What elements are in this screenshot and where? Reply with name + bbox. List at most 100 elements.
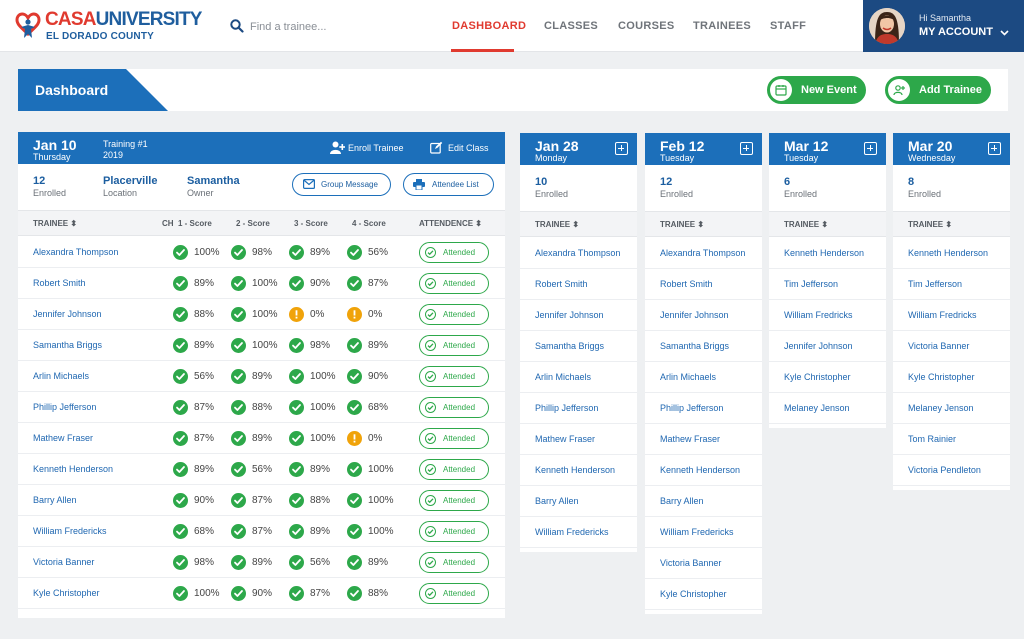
- trainee-name-link[interactable]: Samantha Briggs: [33, 340, 103, 350]
- enrolled-label: Enrolled: [784, 189, 818, 199]
- sort-trainee-header[interactable]: TRAINEE ⬍: [660, 220, 705, 229]
- trainee-name-link[interactable]: William Fredricks: [908, 310, 977, 320]
- trainee-name-link[interactable]: Victoria Banner: [908, 341, 970, 351]
- nav-trainees[interactable]: TRAINEES: [693, 20, 752, 32]
- new-event-button[interactable]: New Event: [767, 76, 866, 104]
- trainee-name-link[interactable]: Melaney Jenson: [908, 403, 974, 413]
- trainee-name-link[interactable]: Kenneth Henderson: [908, 248, 989, 258]
- group-message-label: Group Message: [321, 180, 378, 189]
- trainee-name-link[interactable]: Kenneth Henderson: [535, 465, 616, 475]
- attended-badge[interactable]: Attended: [419, 304, 489, 325]
- check-badge: [289, 431, 304, 446]
- attended-badge[interactable]: Attended: [419, 397, 489, 418]
- trainee-name-link[interactable]: Victoria Banner: [33, 557, 95, 567]
- trainee-name-link[interactable]: Victoria Banner: [660, 558, 722, 568]
- trainee-name-link[interactable]: William Fredricks: [784, 310, 853, 320]
- trainee-name-link[interactable]: Kyle Christopher: [33, 588, 100, 598]
- trainee-name-link[interactable]: Arlin Michaels: [33, 371, 90, 381]
- trainee-name-link[interactable]: Arlin Michaels: [660, 372, 717, 382]
- score-value: 89%: [194, 278, 215, 289]
- attended-badge[interactable]: Attended: [419, 242, 489, 263]
- class-card-header: Feb 12 Tuesday: [645, 133, 762, 165]
- trainee-name-link[interactable]: Victoria Pendleton: [908, 465, 981, 475]
- sort-attendance-header[interactable]: ATTENDENCE ⬍: [419, 219, 483, 228]
- trainee-name-link[interactable]: Melaney Jenson: [784, 403, 850, 413]
- trainee-name-link[interactable]: William Fredericks: [660, 527, 734, 537]
- trainee-name-link[interactable]: Samantha Briggs: [660, 341, 730, 351]
- trainee-name-link[interactable]: Arlin Michaels: [535, 372, 592, 382]
- trainee-name-link[interactable]: Kenneth Henderson: [784, 248, 865, 258]
- warning-icon: [353, 310, 356, 319]
- nav-staff[interactable]: STAFF: [770, 20, 807, 32]
- trainee-name-link[interactable]: Robert Smith: [660, 279, 713, 289]
- my-account-label[interactable]: MY ACCOUNT: [919, 26, 993, 38]
- trainee-name-link[interactable]: Kyle Christopher: [784, 372, 851, 382]
- add-icon[interactable]: [615, 142, 628, 155]
- trainee-name-link[interactable]: Mathew Fraser: [535, 434, 596, 444]
- class-owner: Samantha: [187, 175, 240, 187]
- attended-badge[interactable]: Attended: [419, 521, 489, 542]
- trainee-name-link[interactable]: Barry Allen: [535, 496, 579, 506]
- attended-badge[interactable]: Attended: [419, 583, 489, 604]
- trainee-name-link[interactable]: Kenneth Henderson: [33, 464, 114, 474]
- trainee-name-link[interactable]: Kyle Christopher: [660, 589, 727, 599]
- trainee-name-link[interactable]: Alexandra Thompson: [660, 248, 746, 258]
- sort-trainee-header[interactable]: TRAINEE ⬍: [784, 220, 829, 229]
- trainee-name-link[interactable]: Jennifer Johnson: [33, 309, 102, 319]
- trainee-name-link[interactable]: Barry Allen: [33, 495, 77, 505]
- trainee-name-link[interactable]: Samantha Briggs: [535, 341, 605, 351]
- add-icon[interactable]: [740, 142, 753, 155]
- score-value: 88%: [368, 588, 389, 599]
- score-value: 98%: [252, 247, 273, 258]
- account-menu[interactable]: Hi Samantha MY ACCOUNT: [863, 0, 1024, 52]
- trainee-name-link[interactable]: Tim Jefferson: [908, 279, 963, 289]
- list-item: Kyle Christopher: [893, 362, 1010, 393]
- add-icon[interactable]: [988, 142, 1001, 155]
- trainee-name-link[interactable]: Mathew Fraser: [660, 434, 721, 444]
- attended-badge[interactable]: Attended: [419, 552, 489, 573]
- check-badge: [231, 462, 246, 477]
- group-message-button[interactable]: Group Message: [292, 173, 391, 196]
- attended-badge[interactable]: Attended: [419, 490, 489, 511]
- trainee-name-link[interactable]: Jennifer Johnson: [784, 341, 853, 351]
- nav-classes[interactable]: CLASSES: [544, 20, 599, 32]
- nav-dashboard[interactable]: DASHBOARD: [452, 20, 527, 32]
- chevron-down-icon[interactable]: [1000, 30, 1009, 36]
- sort-trainee-header[interactable]: TRAINEE ⬍: [908, 220, 953, 229]
- trainee-name-link[interactable]: Alexandra Thompson: [33, 247, 119, 257]
- attended-badge[interactable]: Attended: [419, 459, 489, 480]
- score-value: 100%: [252, 309, 278, 320]
- check-badge: [231, 524, 246, 539]
- trainee-name-link[interactable]: Robert Smith: [535, 279, 588, 289]
- sort-trainee-header[interactable]: TRAINEE ⬍: [535, 220, 580, 229]
- attendance-status: Attended: [443, 558, 476, 567]
- trainee-name-link[interactable]: Tim Jefferson: [784, 279, 839, 289]
- trainee-name-link[interactable]: William Fredericks: [33, 526, 107, 536]
- trainee-name-link[interactable]: Kenneth Henderson: [660, 465, 741, 475]
- trainee-name-link[interactable]: Kyle Christopher: [908, 372, 975, 382]
- search-input[interactable]: [250, 17, 400, 37]
- attendee-list-button[interactable]: Attendee List: [403, 173, 494, 196]
- trainee-name-link[interactable]: Mathew Fraser: [33, 433, 94, 443]
- trainee-name-link[interactable]: Alexandra Thompson: [535, 248, 621, 258]
- trainee-name-link[interactable]: Barry Allen: [660, 496, 704, 506]
- nav-courses[interactable]: COURSES: [618, 20, 675, 32]
- attended-badge[interactable]: Attended: [419, 273, 489, 294]
- attended-badge[interactable]: Attended: [419, 428, 489, 449]
- sort-trainee-header[interactable]: TRAINEE ⬍: [33, 219, 78, 228]
- casa-university-logo[interactable]: CASAUNIVERSITY EL DORADO COUNTY: [15, 9, 202, 45]
- add-trainee-button[interactable]: Add Trainee: [885, 76, 991, 104]
- trainee-name-link[interactable]: William Fredericks: [535, 527, 609, 537]
- attended-badge[interactable]: Attended: [419, 366, 489, 387]
- class-card: Feb 12 Tuesday 12 Enrolled TRAINEE ⬍ Alexandr…: [645, 133, 762, 614]
- header-score-3: 3 - Score: [294, 219, 328, 228]
- trainee-name-link[interactable]: Tom Rainier: [908, 434, 957, 444]
- trainee-name-link[interactable]: Jennifer Johnson: [535, 310, 604, 320]
- trainee-name-link[interactable]: Phillip Jefferson: [535, 403, 599, 413]
- trainee-name-link[interactable]: Robert Smith: [33, 278, 86, 288]
- attended-badge[interactable]: Attended: [419, 335, 489, 356]
- trainee-name-link[interactable]: Phillip Jefferson: [660, 403, 724, 413]
- trainee-name-link[interactable]: Phillip Jefferson: [33, 402, 97, 412]
- add-icon[interactable]: [864, 142, 877, 155]
- trainee-name-link[interactable]: Jennifer Johnson: [660, 310, 729, 320]
